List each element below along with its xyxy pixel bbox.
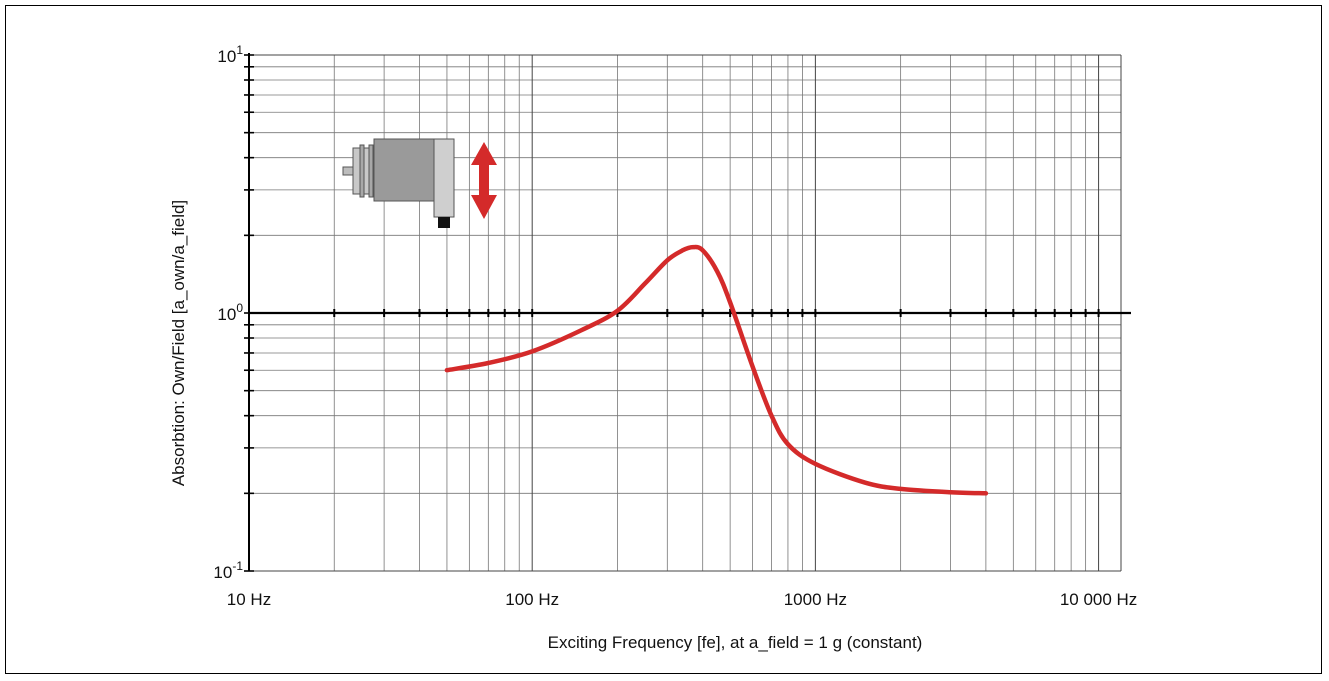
sensor-with-vertical-arrow-icon: [342, 138, 497, 228]
y-axis-label: Absorbtion: Own/Field [a_own/a_field]: [169, 200, 188, 486]
chart-frame: [5, 5, 1322, 674]
series-line: [444, 244, 989, 496]
y-axis-ticks: [244, 54, 254, 572]
x-tick-label: 1000 Hz: [784, 590, 847, 609]
reference-line-ticks: [333, 309, 1100, 317]
x-tick-label: 10 Hz: [227, 590, 271, 609]
y-tick-label: 10-1: [213, 559, 243, 582]
series-layer: [444, 244, 989, 496]
x-axis-label: Exciting Frequency [fe], at a_field = 1 …: [548, 633, 923, 652]
x-tick-label: 100 Hz: [505, 590, 559, 609]
x-tick-labels: 10 Hz 100 Hz 1000 Hz 10 000 Hz: [227, 590, 1138, 609]
y-tick-label: 101: [217, 43, 243, 66]
x-tick-label: 10 000 Hz: [1060, 590, 1138, 609]
y-tick-labels: 10-1 100 101: [213, 43, 243, 582]
y-tick-label: 100: [217, 301, 243, 324]
